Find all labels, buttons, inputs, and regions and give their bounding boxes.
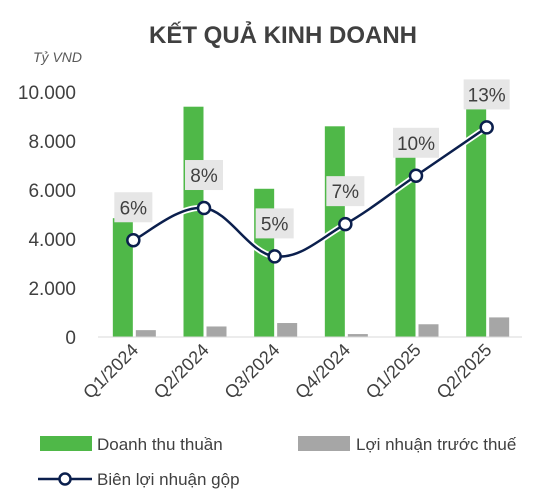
x-tick-label: Q1/2024 [79,340,142,403]
x-tick-label: Q3/2024 [221,340,284,403]
margin-point [267,249,282,264]
margin-label: 10% [397,134,435,155]
margin-line [132,126,488,258]
margin-point [408,168,424,184]
margin-label-box [255,208,294,239]
pretax-profit-bar [347,334,368,337]
margin-label: 13% [468,85,506,106]
margin-point [126,233,141,248]
x-tick-label: Q2/2024 [150,340,213,403]
pretax-profit-bar [489,317,510,337]
margin-label: 6% [120,198,148,219]
x-tick-label: Q4/2024 [291,340,354,403]
revenue-bar [183,106,204,337]
y-axis-ticks: 0 2.000 4.000 6.000 8.000 10.000 [18,83,76,349]
margin-point [196,200,212,216]
y-tick-label: 8.000 [28,132,76,153]
pretax-profit-bar [206,326,227,337]
y-tick-label: 4.000 [28,230,76,251]
legend-label-pretax-profit: Lợi nhuận trước thuế [356,435,517,454]
x-tick-label: Q2/2025 [433,340,496,403]
pretax-profit-bar [277,323,298,337]
margin-label-box [185,160,223,191]
margin-labels: 6% 8% 5% 7% 10% 13% [114,79,510,239]
pretax-profit-bar [135,330,156,337]
y-tick-label: 2.000 [28,279,76,300]
revenue-bar [466,105,487,337]
y-tick-label: 10.000 [18,83,76,104]
margin-label: 7% [332,182,360,203]
legend-swatch-revenue [40,436,92,451]
margin-label-box [326,176,365,207]
margin-label-box [114,192,153,223]
x-tick-label: Q1/2025 [362,340,425,403]
y-tick-label: 0 [65,328,76,349]
margin-line-layer [126,120,494,264]
legend-label-gross-margin: Biên lợi nhuận gộp [97,470,240,489]
bars [112,105,510,337]
unit-label: Tỷ VND [33,49,82,65]
legend: Doanh thu thuần Lợi nhuận trước thuế Biê… [38,435,517,489]
margin-label-box [463,79,510,110]
x-axis-ticks: Q1/2024 Q2/2024 Q3/2024 Q4/2024 Q1/2025 Q2/20… [79,340,495,403]
pretax-profit-bar [418,324,439,337]
legend-marker-gross-margin [58,472,72,486]
margin-label: 8% [190,166,218,187]
legend-label-revenue: Doanh thu thuần [97,435,223,454]
margin-point [479,120,494,135]
margin-label: 5% [261,214,289,235]
chart-title: KẾT QUẢ KINH DOANH [149,20,417,49]
margin-label-box [393,127,439,158]
legend-swatch-pretax-profit [298,436,350,451]
revenue-bar [112,218,133,337]
y-tick-label: 6.000 [28,181,76,202]
margin-point [338,216,353,232]
revenue-bar [395,147,416,337]
